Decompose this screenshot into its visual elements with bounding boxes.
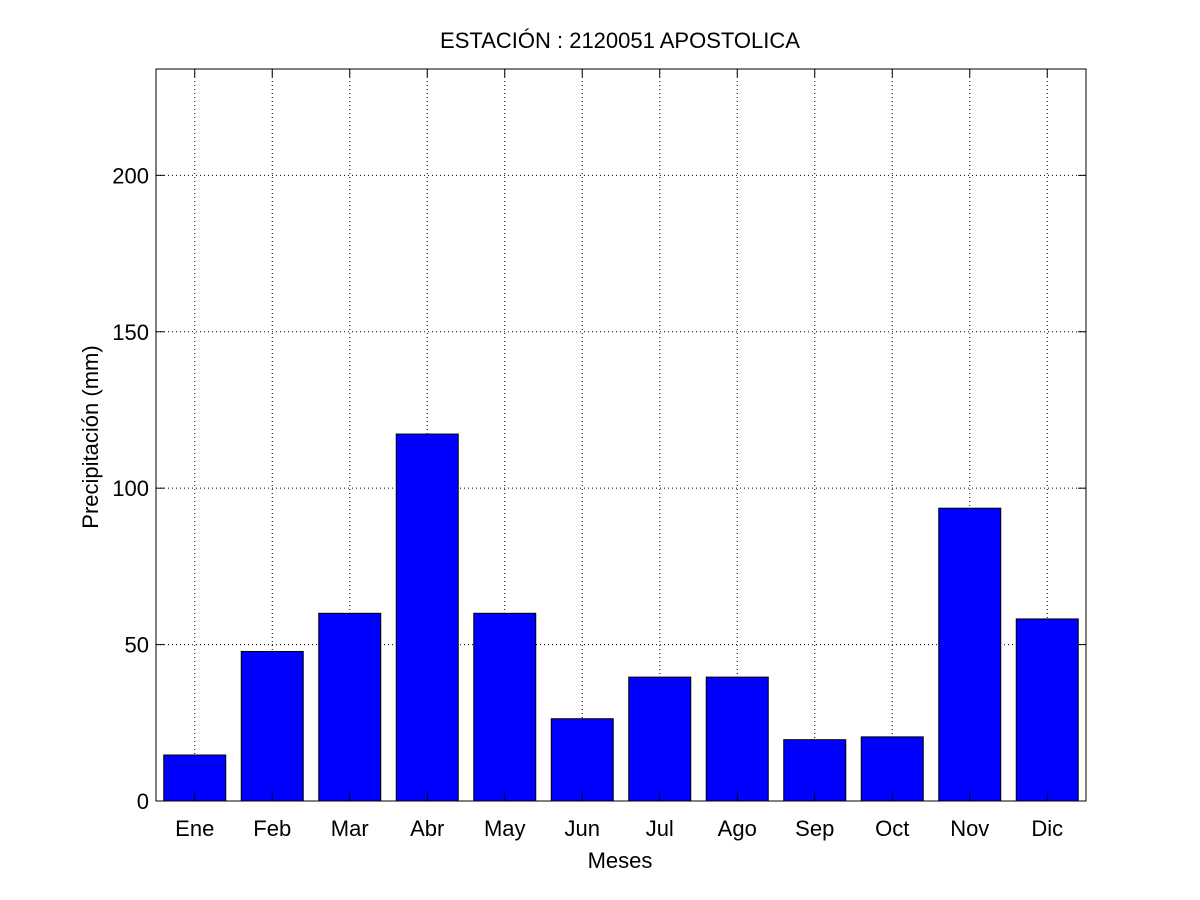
grid — [156, 69, 1086, 801]
bar-jun — [550, 718, 614, 802]
chart-title: ESTACIÓN : 2120051 APOSTOLICA — [440, 28, 800, 53]
bar-may — [473, 612, 537, 802]
x-tick-label: Dic — [1031, 816, 1063, 841]
bar-dic — [1015, 618, 1079, 802]
x-tick-label: Sep — [795, 816, 834, 841]
x-tick-labels: Ene Feb Mar Abr May Jun Jul Ago Sep Oct Nov Dic — [175, 816, 1063, 841]
x-axis-title: Meses — [588, 848, 653, 873]
y-tick-label: 200 — [112, 163, 149, 188]
y-tick-label: 150 — [112, 320, 149, 345]
y-tick-labels: 0 50 100 150 200 — [112, 163, 149, 814]
tick-marks — [156, 69, 1086, 802]
bar-mar — [318, 612, 382, 802]
bar-abr — [395, 433, 459, 802]
x-tick-label: Feb — [253, 816, 291, 841]
x-tick-label: Nov — [950, 816, 989, 841]
bar-feb — [240, 650, 304, 802]
y-tick-label: 100 — [112, 476, 149, 501]
x-tick-label: Jul — [646, 816, 674, 841]
bar-ago — [705, 676, 769, 802]
x-tick-label: Ago — [718, 816, 757, 841]
y-tick-label: 50 — [125, 633, 149, 658]
axes-frame — [155, 68, 1087, 802]
bar-nov — [938, 507, 1002, 802]
bar-sep — [783, 739, 847, 802]
y-axis-title: Precipitación (mm) — [78, 345, 103, 528]
bar-oct — [860, 736, 924, 802]
x-tick-label: Jun — [565, 816, 600, 841]
x-tick-label: May — [484, 816, 526, 841]
x-tick-label: Oct — [875, 816, 909, 841]
x-tick-label: Ene — [175, 816, 214, 841]
y-tick-label: 0 — [137, 789, 149, 814]
bars — [163, 433, 1079, 802]
x-tick-label: Mar — [331, 816, 369, 841]
x-tick-label: Abr — [410, 816, 444, 841]
bar-jul — [628, 676, 692, 802]
